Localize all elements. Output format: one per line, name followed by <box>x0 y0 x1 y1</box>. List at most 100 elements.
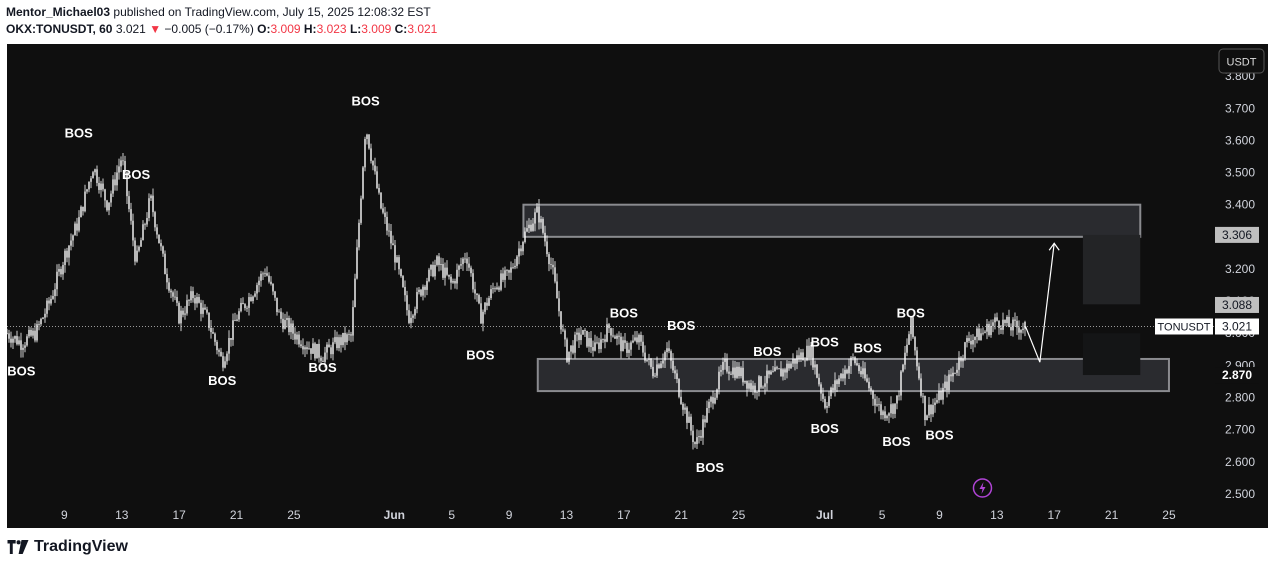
candle <box>320 355 322 365</box>
candle-body <box>888 413 890 416</box>
candle <box>724 352 726 370</box>
candle-body <box>294 333 296 340</box>
candle <box>690 413 692 436</box>
candle <box>642 335 644 357</box>
candle-body <box>450 276 452 283</box>
currency-button[interactable]: USDT <box>1218 48 1265 74</box>
candle <box>906 338 908 357</box>
candle <box>452 278 454 284</box>
candle <box>968 331 970 343</box>
candle <box>166 268 168 290</box>
candle <box>220 347 222 357</box>
candle <box>942 383 944 405</box>
candle-body <box>592 347 594 351</box>
candle <box>550 257 552 270</box>
candle <box>972 334 974 353</box>
candle <box>32 327 34 339</box>
candle-body <box>314 343 316 359</box>
candle <box>26 334 28 347</box>
candle-body <box>38 324 40 325</box>
candle <box>398 254 400 275</box>
tradingview-logo-icon[interactable] <box>7 540 29 554</box>
candle-body <box>242 302 244 305</box>
candle <box>64 248 66 273</box>
candle <box>478 293 480 305</box>
candle-body <box>280 311 282 319</box>
candle <box>468 256 470 272</box>
candle-body <box>938 391 940 401</box>
candle <box>546 235 548 257</box>
candle-body <box>956 369 958 373</box>
candle <box>644 345 646 363</box>
candle <box>360 195 362 225</box>
candle-body <box>1002 319 1004 330</box>
candle <box>110 190 112 207</box>
candle-body <box>692 430 694 443</box>
candle-body <box>496 287 498 290</box>
candle-body <box>712 397 714 404</box>
chart-canvas[interactable]: BOS BOS BOS BOS BOS BOS BOS BOS BOS BOS BOS BOS BOS B… <box>7 44 1268 528</box>
author-name[interactable]: Mentor_Michael03 <box>6 5 111 19</box>
candle-body <box>170 290 172 293</box>
candle-body <box>786 363 788 373</box>
candle-body <box>414 309 416 316</box>
x-tick-label: 13 <box>115 508 129 522</box>
price-tag-bg <box>1215 226 1259 243</box>
candle-body <box>844 369 846 379</box>
price-tag-bg <box>1215 296 1259 313</box>
candle <box>262 271 264 281</box>
candle-body <box>150 195 152 199</box>
candle <box>592 340 594 357</box>
price-chart[interactable]: BOS BOS BOS BOS BOS BOS BOS BOS BOS BOS BOS BOS BOS B… <box>7 44 1268 528</box>
candle <box>368 134 370 150</box>
candle-body <box>494 288 496 290</box>
candle-body <box>970 340 972 345</box>
candle <box>480 296 482 324</box>
candle-body <box>308 348 310 350</box>
candle-body <box>788 363 790 369</box>
candle-body <box>232 320 234 340</box>
candle-body <box>874 398 876 406</box>
candle <box>108 202 110 216</box>
y-tick-label: 2.700 <box>1225 423 1255 437</box>
candle <box>68 244 70 266</box>
candle <box>252 295 254 304</box>
currency-label: USDT <box>1227 57 1257 69</box>
candle <box>88 181 90 193</box>
tradingview-brand[interactable]: TradingView <box>34 538 128 555</box>
candle-body <box>342 332 344 346</box>
flash-icon[interactable] <box>972 478 993 498</box>
candle-body <box>432 264 434 277</box>
candle-body <box>262 273 264 275</box>
candle <box>766 364 768 391</box>
candle-body <box>276 297 278 313</box>
candle-body <box>746 380 748 389</box>
candle <box>854 356 856 366</box>
candle <box>874 394 876 414</box>
down-arrow-icon: ▼ <box>149 22 162 36</box>
candle <box>266 266 268 277</box>
candle-body <box>196 297 198 304</box>
candle-body <box>300 344 302 347</box>
candle <box>260 270 262 287</box>
candle-body <box>800 352 802 360</box>
candle <box>294 327 296 345</box>
candle <box>290 317 292 340</box>
candle-body <box>180 310 182 324</box>
candle <box>94 168 96 176</box>
candle-body <box>662 360 664 364</box>
candle <box>522 240 524 256</box>
candle-body <box>512 267 514 269</box>
candle-body <box>962 358 964 362</box>
candle <box>834 372 836 397</box>
candle-body <box>58 269 60 272</box>
candle-body <box>918 366 920 379</box>
candle-body <box>460 264 462 266</box>
candle <box>606 317 608 343</box>
candle <box>136 245 138 263</box>
candle-body <box>1016 320 1018 328</box>
candle <box>514 258 516 270</box>
candle <box>742 360 744 386</box>
candle <box>276 297 278 316</box>
candle <box>898 390 900 401</box>
